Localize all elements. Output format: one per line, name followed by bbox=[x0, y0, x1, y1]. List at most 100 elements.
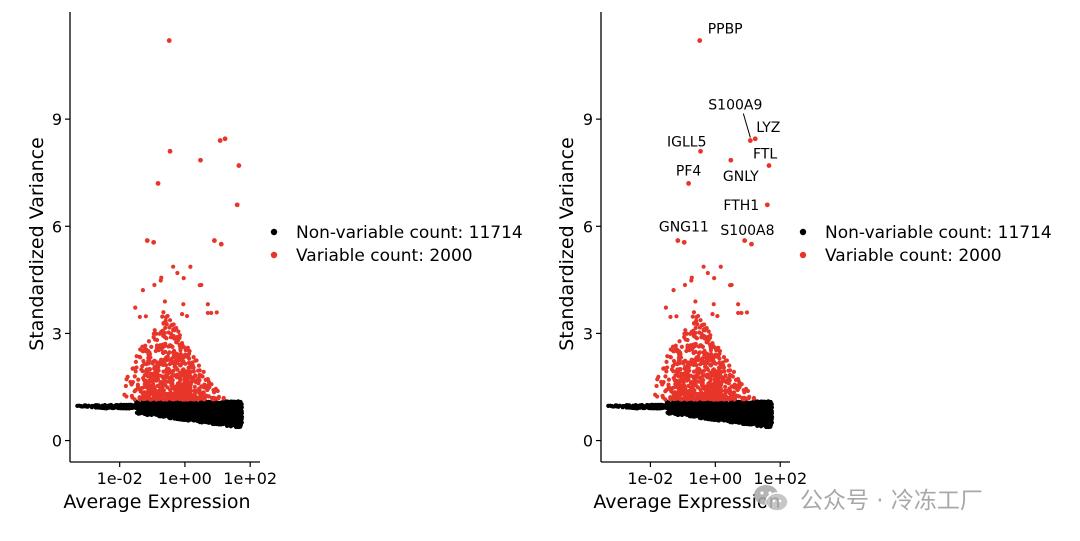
point-variable bbox=[691, 344, 696, 350]
point-variable bbox=[132, 374, 137, 379]
point-variable bbox=[162, 374, 167, 379]
legend: Non-variable count: 11714 Variable count:… bbox=[799, 223, 1052, 266]
point-variable bbox=[668, 396, 673, 402]
point-non-variable bbox=[236, 423, 241, 428]
point-variable bbox=[683, 328, 688, 333]
point-non-variable bbox=[704, 403, 709, 408]
point-variable bbox=[745, 388, 751, 394]
point-non-variable bbox=[768, 410, 773, 415]
point-variable bbox=[677, 395, 682, 400]
point-variable bbox=[152, 282, 157, 288]
point-variable bbox=[143, 343, 148, 348]
point-variable bbox=[133, 369, 138, 374]
point-non-variable bbox=[195, 416, 200, 421]
point-non-variable bbox=[226, 400, 231, 405]
point-variable-top bbox=[686, 181, 691, 186]
point-non-variable bbox=[144, 402, 149, 407]
point-variable bbox=[705, 340, 710, 345]
x-tick-label: 1e+00 bbox=[158, 469, 212, 488]
point-variable bbox=[689, 275, 694, 280]
point-non-variable bbox=[209, 409, 214, 414]
point-variable bbox=[157, 396, 162, 401]
point-variable bbox=[197, 395, 202, 400]
point-non-variable bbox=[127, 403, 132, 408]
point-non-variable bbox=[85, 404, 90, 409]
point-non-variable bbox=[739, 409, 744, 414]
legend-label: Non-variable count: 11714 bbox=[296, 223, 523, 243]
point-variable bbox=[713, 374, 718, 379]
point-non-variable bbox=[756, 400, 761, 405]
wechat-logo-icon bbox=[754, 485, 789, 512]
point-non-variable bbox=[192, 410, 197, 416]
point-variable bbox=[221, 396, 226, 401]
point-variable-top bbox=[155, 181, 161, 186]
watermark: 公众号 · 冷冻工厂 bbox=[752, 478, 983, 518]
point-variable bbox=[161, 388, 166, 393]
point-non-variable bbox=[209, 415, 214, 420]
point-non-variable bbox=[740, 400, 745, 405]
point-variable bbox=[149, 344, 154, 349]
point-variable bbox=[663, 397, 668, 402]
y-axis-title: Standardized Variance bbox=[26, 137, 48, 351]
point-non-variable bbox=[759, 416, 765, 421]
point-non-variable bbox=[210, 400, 215, 405]
point-variable bbox=[197, 372, 202, 378]
point-variable bbox=[719, 382, 724, 387]
point-non-variable bbox=[708, 406, 713, 411]
point-variable bbox=[158, 361, 163, 366]
point-variable bbox=[697, 375, 703, 381]
variable-points bbox=[122, 38, 242, 402]
point-variable bbox=[181, 387, 186, 392]
point-variable bbox=[703, 359, 708, 364]
point-variable bbox=[194, 358, 199, 363]
point-non-variable bbox=[199, 403, 204, 408]
point-variable bbox=[723, 384, 728, 389]
point-variable bbox=[727, 363, 732, 368]
point-variable bbox=[153, 348, 158, 354]
point-variable-top bbox=[198, 157, 203, 163]
point-variable bbox=[709, 354, 714, 359]
point-variable bbox=[161, 350, 166, 356]
point-non-variable bbox=[725, 416, 730, 421]
point-variable bbox=[205, 394, 210, 399]
point-variable bbox=[177, 342, 182, 347]
point-variable bbox=[163, 318, 168, 323]
point-variable-top bbox=[764, 202, 770, 208]
point-variable-top bbox=[675, 238, 681, 243]
point-variable bbox=[741, 395, 747, 400]
gene-label: IGLL5 bbox=[667, 134, 706, 150]
point-variable bbox=[147, 385, 153, 390]
point-variable bbox=[709, 383, 714, 389]
point-variable bbox=[699, 359, 704, 364]
point-variable-top bbox=[747, 138, 753, 143]
point-variable bbox=[709, 358, 714, 363]
point-non-variable bbox=[233, 405, 238, 410]
x-axis-title: Average Expression bbox=[63, 491, 250, 513]
point-variable bbox=[129, 393, 134, 398]
point-non-variable bbox=[620, 404, 625, 409]
point-non-variable bbox=[238, 413, 243, 419]
point-variable bbox=[692, 361, 697, 366]
point-non-variable bbox=[674, 402, 679, 407]
point-variable bbox=[161, 310, 166, 315]
point-non-variable bbox=[700, 410, 705, 415]
point-variable bbox=[701, 264, 706, 269]
point-variable bbox=[722, 369, 727, 374]
point-variable bbox=[700, 396, 705, 401]
point-variable bbox=[715, 313, 720, 319]
point-variable bbox=[723, 373, 728, 378]
point-variable bbox=[690, 314, 695, 319]
point-variable bbox=[123, 383, 128, 389]
point-variable bbox=[144, 370, 149, 375]
point-non-variable bbox=[761, 421, 767, 426]
point-variable bbox=[216, 394, 222, 399]
point-variable bbox=[138, 355, 143, 360]
point-variable bbox=[154, 376, 159, 382]
point-variable bbox=[137, 314, 142, 320]
point-variable bbox=[211, 395, 216, 400]
point-variable bbox=[721, 395, 726, 400]
point-variable bbox=[197, 283, 202, 288]
point-non-variable bbox=[739, 415, 744, 420]
legend-swatch bbox=[270, 251, 278, 259]
point-variable bbox=[159, 275, 164, 280]
